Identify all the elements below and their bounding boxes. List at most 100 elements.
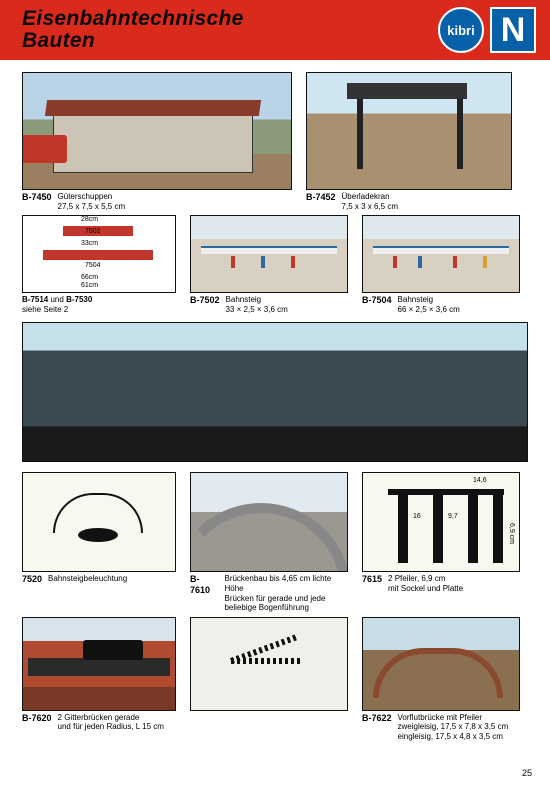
row-2: 28cm 7502 33cm 7504 66cm 61cm B-7514 und…	[22, 215, 528, 314]
product-b7452: B-7452 Überladekran 7,5 x 3 x 6,5 cm	[306, 72, 512, 211]
girder-shape	[28, 658, 170, 676]
wide-train-image	[22, 322, 528, 462]
locomotive-shape	[83, 640, 143, 660]
diag-label: 28cm	[81, 216, 98, 223]
desc: Vorflutbrücke mit Pfeiler zweigleisig, 1…	[398, 713, 509, 742]
product-b7450: B-7450 Güterschuppen 27,5 x 7,5 x 5,5 cm	[22, 72, 292, 211]
brand-logos: kibri N	[438, 7, 536, 53]
diag-label: 7504	[85, 262, 101, 269]
caption-b7622: B-7622 Vorflutbrücke mit Pfeiler zweigle…	[362, 713, 520, 742]
desc: 2 Gitterbrücken gerade und für jeden Rad…	[58, 713, 164, 732]
diag-label: 7502	[85, 228, 101, 235]
caption-b7610: B-7610 Brückenbau bis 4,65 cm lichte Höh…	[190, 574, 348, 612]
scale-n-logo: N	[490, 7, 536, 53]
product-image-b7504	[362, 215, 520, 293]
kibri-logo: kibri	[438, 7, 484, 53]
pillar	[493, 493, 503, 563]
caption-7520: 7520 Bahnsteigbeleuchtung	[22, 574, 176, 585]
diagram-bar	[43, 250, 153, 260]
product-image-b7452	[306, 72, 512, 190]
product-b7504: B-7504 Bahnsteig 66 × 2,5 × 3,6 cm	[362, 215, 520, 314]
diag-label: 33cm	[81, 240, 98, 247]
product-image-b7502	[190, 215, 348, 293]
page-title: Eisenbahntechnische Bauten	[22, 8, 244, 52]
railcar-shape	[22, 135, 67, 163]
title-line-1: Eisenbahntechnische	[22, 8, 244, 30]
product-image-7520	[22, 472, 176, 572]
shed-shape	[53, 113, 253, 173]
pillar	[398, 493, 408, 563]
product-image-7615: 14,6 9,7 16 6,9 cm	[362, 472, 520, 572]
diag-label: 61cm	[81, 282, 98, 289]
dim-label: 9,7	[448, 513, 458, 520]
code: B-7620	[22, 713, 52, 732]
row-4: B-7620 2 Gitterbrücken gerade und für je…	[22, 617, 528, 742]
arch-bridge	[373, 648, 503, 698]
dim-label: 16	[413, 513, 421, 520]
figure	[291, 256, 295, 268]
code: 7520	[22, 574, 42, 585]
caption-b7504: B-7504 Bahnsteig 66 × 2,5 × 3,6 cm	[362, 295, 520, 314]
product-b7620: B-7620 2 Gitterbrücken gerade und für je…	[22, 617, 176, 742]
caption-b7514: B-7514 und B-7530 siehe Seite 2	[22, 295, 176, 314]
title-line-2: Bauten	[22, 30, 244, 52]
figure	[418, 256, 422, 268]
figure	[453, 256, 457, 268]
figure	[393, 256, 397, 268]
product-b7502: B-7502 Bahnsteig 33 × 2,5 × 3,6 cm	[190, 215, 348, 314]
diagram-b7514-7530: 28cm 7502 33cm 7504 66cm 61cm	[22, 215, 176, 293]
figure	[483, 256, 487, 268]
desc: Bahnsteig 66 × 2,5 × 3,6 cm	[398, 295, 460, 314]
desc: Überladekran 7,5 x 3 x 6,5 cm	[342, 192, 398, 211]
product-b7514-7530: 28cm 7502 33cm 7504 66cm 61cm B-7514 und…	[22, 215, 176, 314]
desc: Bahnsteig 33 × 2,5 × 3,6 cm	[226, 295, 288, 314]
curved-bridge	[190, 503, 348, 572]
caption-7615: 7615 2 Pfeiler, 6,9 cm mit Sockel und Pl…	[362, 574, 520, 593]
row-1: B-7450 Güterschuppen 27,5 x 7,5 x 5,5 cm…	[22, 72, 528, 211]
caption-b7452: B-7452 Überladekran 7,5 x 3 x 6,5 cm	[306, 192, 512, 211]
desc: B-7514 und B-7530 siehe Seite 2	[22, 295, 92, 314]
desc: 2 Pfeiler, 6,9 cm mit Sockel und Platte	[388, 574, 463, 593]
track-switch-icon	[231, 648, 301, 688]
product-image-b7622	[362, 617, 520, 711]
page-number: 25	[522, 768, 532, 778]
product-switch-diagram	[190, 617, 348, 742]
dim-label: 14,6	[473, 477, 487, 484]
caption-b7502: B-7502 Bahnsteig 33 × 2,5 × 3,6 cm	[190, 295, 348, 314]
product-7520: 7520 Bahnsteigbeleuchtung	[22, 472, 176, 612]
dim-label: 6,9 cm	[508, 523, 515, 544]
caption-b7620: B-7620 2 Gitterbrücken gerade und für je…	[22, 713, 176, 732]
product-b7610: B-7610 Brückenbau bis 4,65 cm lichte Höh…	[190, 472, 348, 612]
switch-diagram	[190, 617, 348, 711]
product-image-b7610	[190, 472, 348, 572]
code: B-7622	[362, 713, 392, 742]
code: B-7610	[190, 574, 218, 612]
product-b7622: B-7622 Vorflutbrücke mit Pfeiler zweigle…	[362, 617, 520, 742]
row-3: 7520 Bahnsteigbeleuchtung B-7610 Brücken…	[22, 472, 528, 612]
lamp-shape	[78, 528, 118, 542]
code: 7615	[362, 574, 382, 593]
diag-label: 66cm	[81, 274, 98, 281]
product-image-b7620	[22, 617, 176, 711]
pillar	[468, 493, 478, 563]
desc: Bahnsteigbeleuchtung	[48, 574, 127, 585]
pillar	[433, 493, 443, 563]
catalog-content: B-7450 Güterschuppen 27,5 x 7,5 x 5,5 cm…	[0, 60, 550, 742]
page-header: Eisenbahntechnische Bauten kibri N	[0, 0, 550, 60]
code: B-7502	[190, 295, 220, 314]
platform-shape	[373, 246, 509, 254]
figure	[231, 256, 235, 268]
code: B-7504	[362, 295, 392, 314]
crane-beam	[347, 83, 467, 99]
lamp-wire	[53, 493, 143, 533]
figure	[261, 256, 265, 268]
desc: Brückenbau bis 4,65 cm lichte Höhe Brück…	[224, 574, 348, 612]
product-7615: 14,6 9,7 16 6,9 cm 7615 2 Pfeiler, 6,9 c…	[362, 472, 520, 612]
crane-leg	[457, 99, 463, 169]
crane-leg	[357, 99, 363, 169]
desc: Güterschuppen 27,5 x 7,5 x 5,5 cm	[58, 192, 126, 211]
caption-b7450: B-7450 Güterschuppen 27,5 x 7,5 x 5,5 cm	[22, 192, 292, 211]
platform-shape	[201, 246, 337, 254]
code: B-7452	[306, 192, 336, 211]
product-image-b7450	[22, 72, 292, 190]
